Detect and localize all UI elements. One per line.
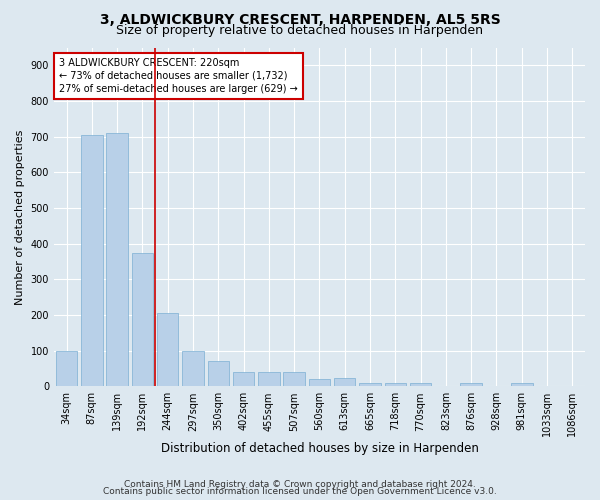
Y-axis label: Number of detached properties: Number of detached properties: [15, 129, 25, 304]
Bar: [182, 350, 204, 386]
Text: 3 ALDWICKBURY CRESCENT: 220sqm
← 73% of detached houses are smaller (1,732)
27% : 3 ALDWICKBURY CRESCENT: 220sqm ← 73% of …: [59, 58, 298, 94]
Bar: [359, 384, 381, 386]
Text: Size of property relative to detached houses in Harpenden: Size of property relative to detached ho…: [116, 24, 484, 37]
X-axis label: Distribution of detached houses by size in Harpenden: Distribution of detached houses by size …: [161, 442, 478, 455]
Bar: [410, 384, 431, 386]
Bar: [334, 378, 355, 386]
Bar: [106, 133, 128, 386]
Bar: [131, 252, 153, 386]
Bar: [511, 384, 533, 386]
Bar: [56, 350, 77, 386]
Bar: [258, 372, 280, 386]
Text: 3, ALDWICKBURY CRESCENT, HARPENDEN, AL5 5RS: 3, ALDWICKBURY CRESCENT, HARPENDEN, AL5 …: [100, 12, 500, 26]
Bar: [157, 313, 178, 386]
Bar: [385, 384, 406, 386]
Bar: [460, 384, 482, 386]
Bar: [309, 379, 330, 386]
Bar: [81, 134, 103, 386]
Bar: [283, 372, 305, 386]
Text: Contains HM Land Registry data © Crown copyright and database right 2024.: Contains HM Land Registry data © Crown c…: [124, 480, 476, 489]
Bar: [208, 360, 229, 386]
Bar: [233, 372, 254, 386]
Text: Contains public sector information licensed under the Open Government Licence v3: Contains public sector information licen…: [103, 487, 497, 496]
